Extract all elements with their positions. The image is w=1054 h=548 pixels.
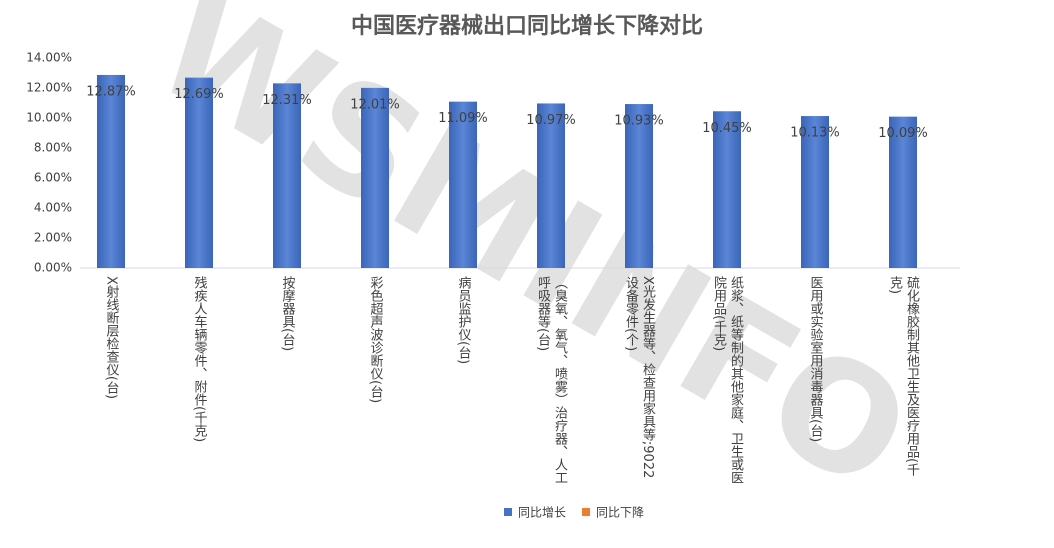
- y-tick-label: 8.00%: [34, 141, 72, 155]
- y-tick-label: 2.00%: [34, 231, 72, 245]
- y-tick-label: 0.00%: [34, 261, 72, 275]
- y-tick-label: 14.00%: [26, 51, 72, 65]
- data-label: 12.31%: [262, 93, 312, 108]
- bar: [97, 74, 125, 268]
- bar: [537, 103, 565, 268]
- x-tick-label: 彩色超声波诊断仪(台): [367, 276, 383, 404]
- data-label: 10.93%: [614, 114, 664, 129]
- bar: [273, 83, 301, 268]
- x-tick-label: 病员监护仪(台): [455, 276, 471, 365]
- y-tick-label: 4.00%: [34, 201, 72, 215]
- y-tick-label: 12.00%: [26, 81, 72, 95]
- bar: [361, 87, 389, 268]
- legend-swatch: [504, 508, 512, 516]
- legend-label: 同比增长: [518, 506, 566, 520]
- bar: [449, 101, 477, 269]
- data-label: 10.97%: [526, 113, 576, 128]
- legend-label: 同比下降: [596, 506, 644, 520]
- x-tick-label: 按摩器具(台): [279, 276, 295, 352]
- data-label: 10.13%: [790, 126, 840, 141]
- data-label: 10.45%: [702, 121, 752, 136]
- data-label: 11.09%: [438, 111, 488, 126]
- bar: [713, 111, 741, 268]
- data-label: 12.69%: [174, 87, 224, 102]
- x-tick-label: （臭氧、氧气、喷雾）治疗器、人工呼吸器等(台): [535, 276, 567, 484]
- x-tick-label: 纸浆、纸等制的其他家庭、卫生或医院用品(千克): [711, 276, 743, 484]
- bar: [801, 116, 829, 268]
- data-label: 12.87%: [86, 84, 136, 99]
- bar: [625, 104, 653, 268]
- data-label: 10.09%: [878, 126, 928, 141]
- x-tick-label: 医用或实验室用消毒器具(台): [807, 276, 823, 443]
- x-tick-label: 硫化橡胶制其他卫生及医疗用品(千克): [887, 276, 919, 477]
- chart-title: 中国医疗器械出口同比增长下降对比: [351, 13, 703, 39]
- x-tick-label: X光发生器等、检查用家具等;9022设备零件(个): [623, 276, 655, 479]
- bar: [185, 77, 213, 269]
- y-tick-label: 6.00%: [34, 171, 72, 185]
- bar: [889, 116, 917, 269]
- legend-swatch: [582, 508, 591, 516]
- x-tick-label: X射线断层检查仪(台): [103, 276, 119, 400]
- data-label: 12.01%: [350, 97, 400, 112]
- y-tick-label: 10.00%: [26, 111, 72, 125]
- x-tick-label: 残疾人车辆零件、附件(千克): [191, 276, 207, 443]
